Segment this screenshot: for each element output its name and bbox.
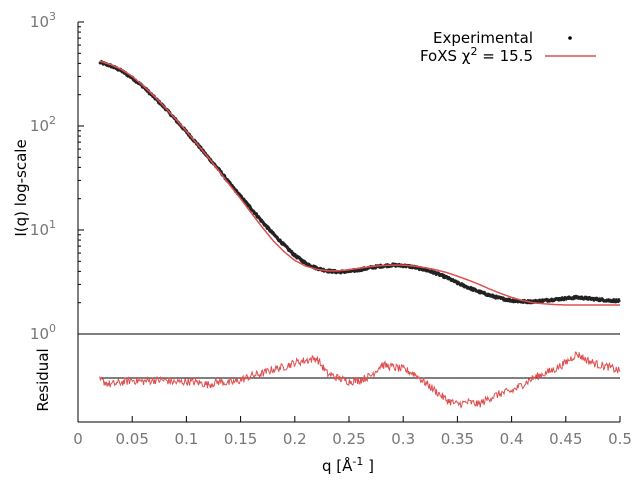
x-tick-label: 0.4 <box>500 430 524 448</box>
legend-marker-experimental <box>568 36 572 40</box>
y-tick-label-exp: 2 <box>49 114 56 127</box>
y-tick-label: 100 <box>30 322 56 343</box>
legend-label-foxs-suffix: = 15.5 <box>477 47 533 65</box>
x-tick-label: 0.45 <box>549 430 582 448</box>
residual-series-layer <box>99 351 621 409</box>
y-tick-label-exp: 0 <box>49 322 56 335</box>
x-tick-label: 0.25 <box>332 430 365 448</box>
y-tick-label-exp: 1 <box>49 218 56 231</box>
y-axis-label-main: I(q) log-scale <box>12 139 30 236</box>
legend-label-experimental: Experimental <box>433 29 533 47</box>
series-experimental-line <box>98 60 622 305</box>
y-tick-label-exp: 3 <box>49 10 56 23</box>
legend: Experimental FoXS χ2 = 15.5 <box>420 29 596 65</box>
y-axis-label-residual: Residual <box>34 348 52 411</box>
series-residual-line <box>99 351 621 409</box>
x-tick-label: 0.35 <box>441 430 474 448</box>
x-tick-label: 0.3 <box>391 430 415 448</box>
legend-label-foxs-prefix: FoXS χ <box>420 47 471 65</box>
x-tick-label: 0.05 <box>115 430 148 448</box>
x-tick-label: 0.15 <box>224 430 257 448</box>
y-tick-label-base: 10 <box>30 221 49 239</box>
y-tick-label: 102 <box>30 114 56 135</box>
grid-layer <box>77 21 621 423</box>
main-series-layer <box>98 60 622 306</box>
x-tick-label: 0 <box>73 430 83 448</box>
legend-label-foxs-sup: 2 <box>470 45 477 58</box>
y-tick-label-base: 10 <box>30 13 49 31</box>
y-tick-label-base: 10 <box>30 117 49 135</box>
x-tick-label: 0.1 <box>174 430 198 448</box>
x-axis-label-sup: -1 <box>352 455 363 468</box>
x-axis-label-suffix: ] <box>363 457 374 475</box>
legend-label-foxs: FoXS χ2 = 15.5 <box>420 45 533 65</box>
x-tick-label: 0.5 <box>608 430 632 448</box>
series-foxs-line <box>99 60 620 306</box>
x-axis-label-base: q [Å <box>322 456 353 475</box>
y-tick-label: 101 <box>30 218 56 239</box>
x-axis-label: q [Å-1 ] <box>322 455 374 475</box>
y-tick-label-base: 10 <box>30 325 49 343</box>
y-tick-label: 103 <box>30 10 56 31</box>
x-tick-label: 0.2 <box>283 430 307 448</box>
